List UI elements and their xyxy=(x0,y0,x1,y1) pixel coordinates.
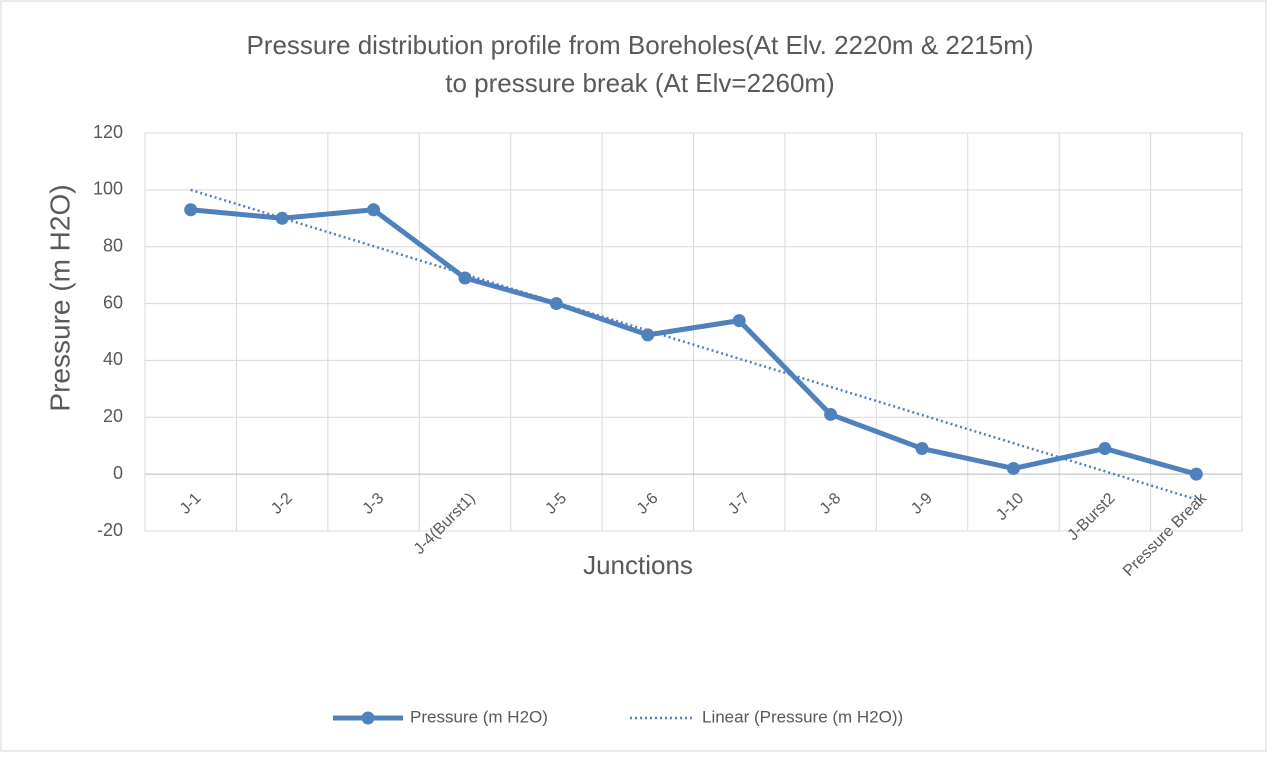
y-tick-label: -20 xyxy=(97,520,123,540)
data-point xyxy=(915,442,929,456)
y-tick-label: 100 xyxy=(93,179,123,199)
y-axis-label: Pressure (m H2O) xyxy=(44,184,75,411)
legend-marker xyxy=(361,711,375,725)
series-line xyxy=(190,207,1197,477)
y-tick-label: 80 xyxy=(103,235,123,255)
x-axis-label: Junctions xyxy=(583,550,693,580)
data-point xyxy=(1189,467,1203,481)
data-point xyxy=(184,203,198,217)
data-point xyxy=(549,297,563,311)
y-tick-label: 0 xyxy=(113,463,123,483)
data-point xyxy=(367,203,381,217)
legend-label: Pressure (m H2O) xyxy=(410,707,548,726)
data-point xyxy=(1098,442,1112,456)
data-point xyxy=(641,328,655,342)
y-tick-label: 60 xyxy=(103,292,123,312)
series-line xyxy=(190,188,1197,501)
data-point xyxy=(824,407,838,421)
data-point xyxy=(732,314,746,328)
y-tick-label: 20 xyxy=(103,406,123,426)
data-point xyxy=(1006,461,1020,475)
chart-title: Pressure distribution profile from Boreh… xyxy=(246,30,1033,60)
legend-label: Linear (Pressure (m H2O)) xyxy=(702,707,903,726)
chart-title: to pressure break (At Elv=2260m) xyxy=(445,68,834,98)
y-tick-label: 120 xyxy=(93,122,123,142)
y-tick-label: 40 xyxy=(103,349,123,369)
